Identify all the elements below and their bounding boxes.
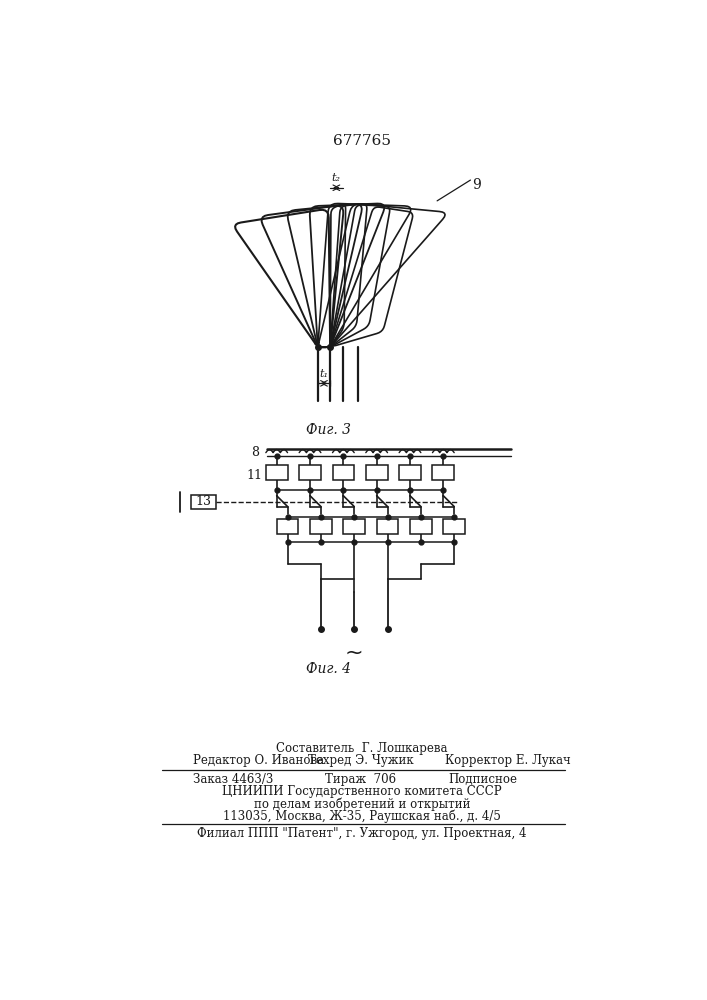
Text: t₁: t₁: [320, 369, 329, 379]
Text: Тираж  706: Тираж 706: [325, 773, 396, 786]
Bar: [299, 465, 321, 480]
Text: 113035, Москва, Ж-35, Раушская наб., д. 4/5: 113035, Москва, Ж-35, Раушская наб., д. …: [223, 810, 501, 823]
Text: t₂: t₂: [332, 173, 341, 183]
Text: Фиг. 3: Фиг. 3: [306, 423, 351, 437]
Bar: [377, 519, 398, 534]
Text: ~: ~: [345, 643, 363, 663]
Bar: [266, 465, 288, 480]
Text: Корректор Е. Лукач: Корректор Е. Лукач: [445, 754, 571, 767]
Text: 13: 13: [196, 495, 212, 508]
Text: Составитель  Г. Лошкарева: Составитель Г. Лошкарева: [276, 742, 448, 755]
Bar: [410, 519, 432, 534]
Text: 9: 9: [472, 178, 481, 192]
Bar: [192, 495, 216, 509]
Text: Филиал ППП "Патент", г. Ужгород, ул. Проектная, 4: Филиал ППП "Патент", г. Ужгород, ул. Про…: [197, 827, 527, 840]
Bar: [399, 465, 421, 480]
Bar: [443, 519, 465, 534]
Bar: [344, 519, 365, 534]
Text: Подписное: Подписное: [449, 773, 518, 786]
Bar: [332, 465, 354, 480]
Text: 677765: 677765: [333, 134, 391, 148]
Bar: [310, 519, 332, 534]
Text: по делам изобретений и открытий: по делам изобретений и открытий: [254, 798, 470, 811]
Text: Заказ 4463/3: Заказ 4463/3: [193, 773, 274, 786]
Text: Редактор О. Иванова: Редактор О. Иванова: [193, 754, 324, 767]
Text: Фиг. 4: Фиг. 4: [306, 662, 351, 676]
Text: 11: 11: [246, 469, 262, 482]
Bar: [366, 465, 387, 480]
Bar: [276, 519, 298, 534]
Bar: [433, 465, 454, 480]
Text: ЦНИИПИ Государственного комитета СССР: ЦНИИПИ Государственного комитета СССР: [222, 785, 502, 798]
Text: 8: 8: [251, 446, 259, 459]
Text: Техред Э. Чужик: Техред Э. Чужик: [308, 754, 414, 767]
